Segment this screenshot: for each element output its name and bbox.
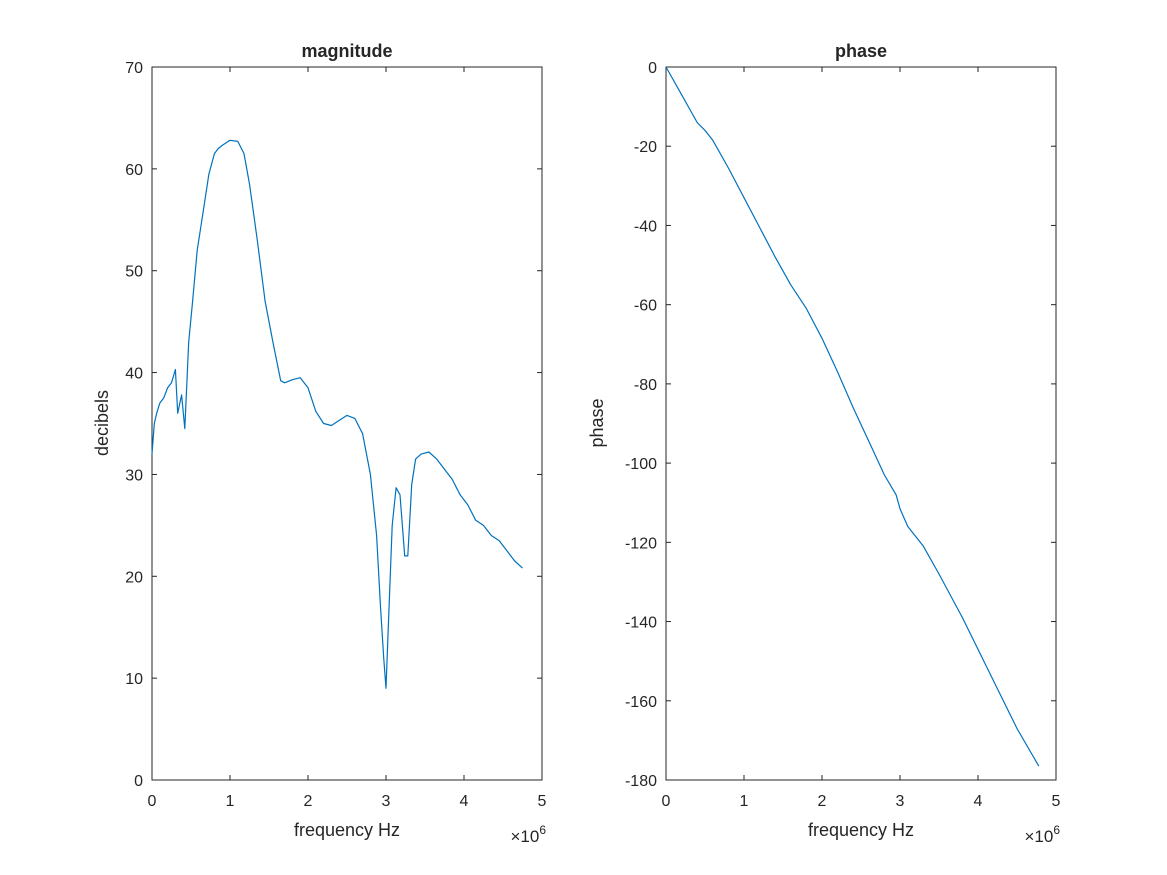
- y-tick-label: 30: [125, 467, 143, 484]
- x-axis-label: frequency Hz: [294, 820, 400, 840]
- y-tick-label: 20: [125, 569, 143, 586]
- y-tick-label: -160: [625, 694, 657, 711]
- y-tick-label: -80: [634, 377, 657, 394]
- series-line: [665, 66, 1040, 767]
- x-tick-label: 2: [818, 793, 827, 810]
- y-tick-label: -100: [625, 456, 657, 473]
- y-axis-label: phase: [587, 398, 607, 447]
- x-exponent-label: ×106: [510, 823, 546, 846]
- y-axis-label: decibels: [92, 390, 112, 456]
- chart-title: phase: [835, 41, 887, 61]
- y-tick-label: -180: [625, 773, 657, 790]
- x-tick-label: 0: [662, 793, 671, 810]
- x-tick-label: 4: [974, 793, 983, 810]
- phase-axes: 0 1 2 3 4 5 -180 -160 -140 -120 -100 -80 -60 -40 -20 0 p…: [587, 41, 1061, 846]
- x-tick-label: 2: [304, 793, 313, 810]
- x-tick-label: 1: [740, 793, 749, 810]
- x-tick-label: 0: [148, 793, 157, 810]
- x-exponent-label: ×106: [1024, 823, 1060, 846]
- x-tick-label: 5: [538, 793, 547, 810]
- y-tick-label: -60: [634, 298, 657, 315]
- x-tick-label: 3: [382, 793, 391, 810]
- y-tick-label: -40: [634, 218, 657, 235]
- y-tick-label: 70: [125, 60, 143, 77]
- x-tick-label: 3: [896, 793, 905, 810]
- x-tick-label: 5: [1052, 793, 1061, 810]
- y-tick-label: -120: [625, 535, 657, 552]
- x-axis-label: frequency Hz: [808, 820, 914, 840]
- chart-title: magnitude: [301, 41, 392, 61]
- y-tick-label: 40: [125, 366, 143, 383]
- y-tick-label: -140: [625, 615, 657, 632]
- y-tick-label: 60: [125, 162, 143, 179]
- y-tick-label: 50: [125, 264, 143, 281]
- y-tick-label: 10: [125, 671, 143, 688]
- x-tick-label: 1: [226, 793, 235, 810]
- magnitude-axes: 0 1 2 3 4 5010203040506070magnitudefrequency …: [92, 41, 547, 846]
- y-tick-label: -20: [634, 139, 657, 156]
- y-tick-label: 0: [134, 773, 143, 790]
- plot-area-box: [665, 66, 1057, 781]
- series-line: [151, 139, 523, 689]
- plot-area-box: [151, 66, 543, 781]
- x-tick-label: 4: [460, 793, 469, 810]
- y-tick-label: 0: [648, 60, 657, 77]
